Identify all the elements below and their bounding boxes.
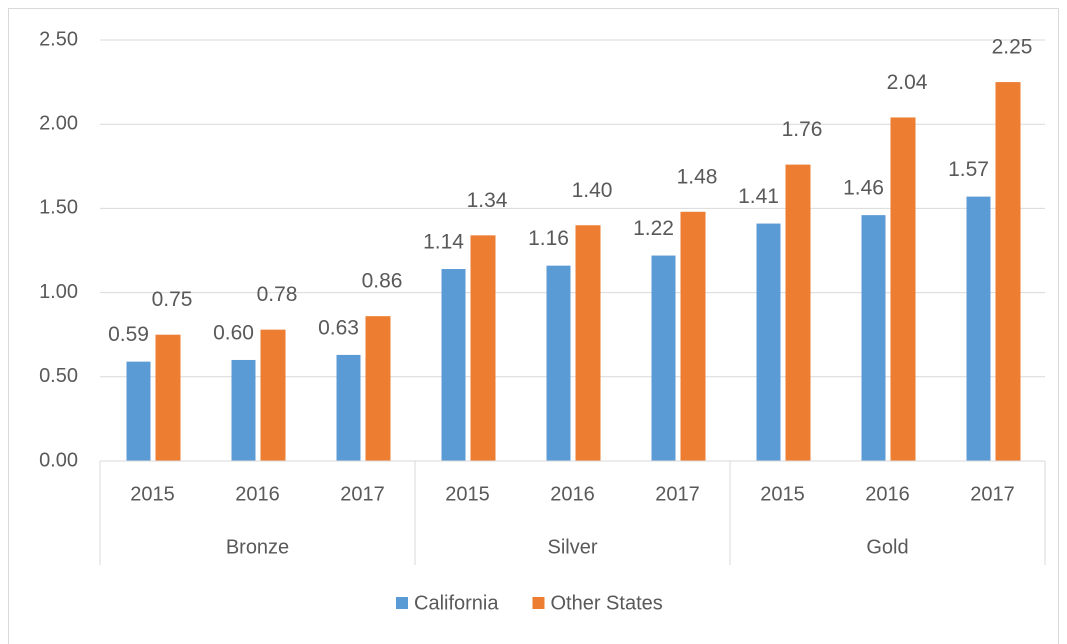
value-label: 0.78 [257, 283, 298, 306]
value-label: 2.04 [887, 71, 928, 94]
y-tick-label: 1.00 [39, 281, 78, 303]
value-label: 1.57 [948, 158, 989, 181]
bar [861, 215, 886, 461]
value-label: 0.75 [152, 288, 193, 311]
bar [890, 117, 916, 462]
group-label: Gold [866, 536, 908, 558]
x-tick-label: 2015 [445, 483, 490, 505]
x-tick-label: 2016 [550, 483, 595, 505]
bar [260, 329, 286, 461]
bar [785, 164, 811, 461]
value-label: 1.40 [572, 179, 613, 202]
x-tick-label: 2017 [655, 483, 700, 505]
bar [126, 361, 151, 461]
legend-swatch [396, 597, 408, 609]
bar [546, 265, 571, 461]
legend-label: Other States [550, 592, 662, 614]
bar [470, 235, 496, 461]
value-label: 1.46 [843, 177, 884, 200]
bar [441, 269, 466, 461]
bar [756, 223, 781, 461]
y-tick-label: 0.00 [39, 449, 78, 471]
value-label: 1.48 [677, 165, 718, 188]
bar [155, 334, 181, 461]
value-label: 0.63 [318, 316, 359, 339]
group-label: Silver [547, 536, 597, 558]
value-label: 1.76 [782, 118, 823, 141]
bar [680, 211, 706, 461]
value-label: 1.41 [738, 185, 779, 208]
value-label: 1.14 [423, 231, 464, 254]
x-tick-label: 2017 [340, 483, 385, 505]
legend-swatch [532, 597, 545, 609]
value-label: 0.60 [213, 322, 254, 345]
value-label: 1.34 [467, 189, 508, 212]
bar [336, 354, 361, 461]
x-tick-label: 2015 [130, 483, 175, 505]
x-tick-label: 2016 [865, 483, 910, 505]
x-tick-label: 2015 [760, 483, 805, 505]
x-tick-label: 2016 [235, 483, 280, 505]
bar [966, 196, 991, 461]
value-label: 1.22 [633, 217, 674, 240]
y-tick-label: 1.50 [39, 197, 78, 219]
value-label: 2.25 [992, 36, 1033, 59]
bar [231, 359, 256, 461]
x-tick-label: 2017 [970, 483, 1015, 505]
group-label: Bronze [226, 536, 289, 558]
y-tick-label: 2.00 [39, 112, 78, 134]
value-label: 0.86 [362, 270, 403, 293]
y-tick-label: 0.50 [39, 365, 78, 387]
chart-border [8, 8, 1059, 644]
bar [575, 225, 601, 461]
bar [651, 255, 676, 461]
bar [995, 82, 1021, 461]
value-label: 1.16 [528, 227, 569, 250]
value-label: 0.59 [108, 323, 149, 346]
y-tick-label: 2.50 [39, 28, 78, 50]
bar [365, 316, 391, 461]
legend-label: California [414, 592, 499, 614]
